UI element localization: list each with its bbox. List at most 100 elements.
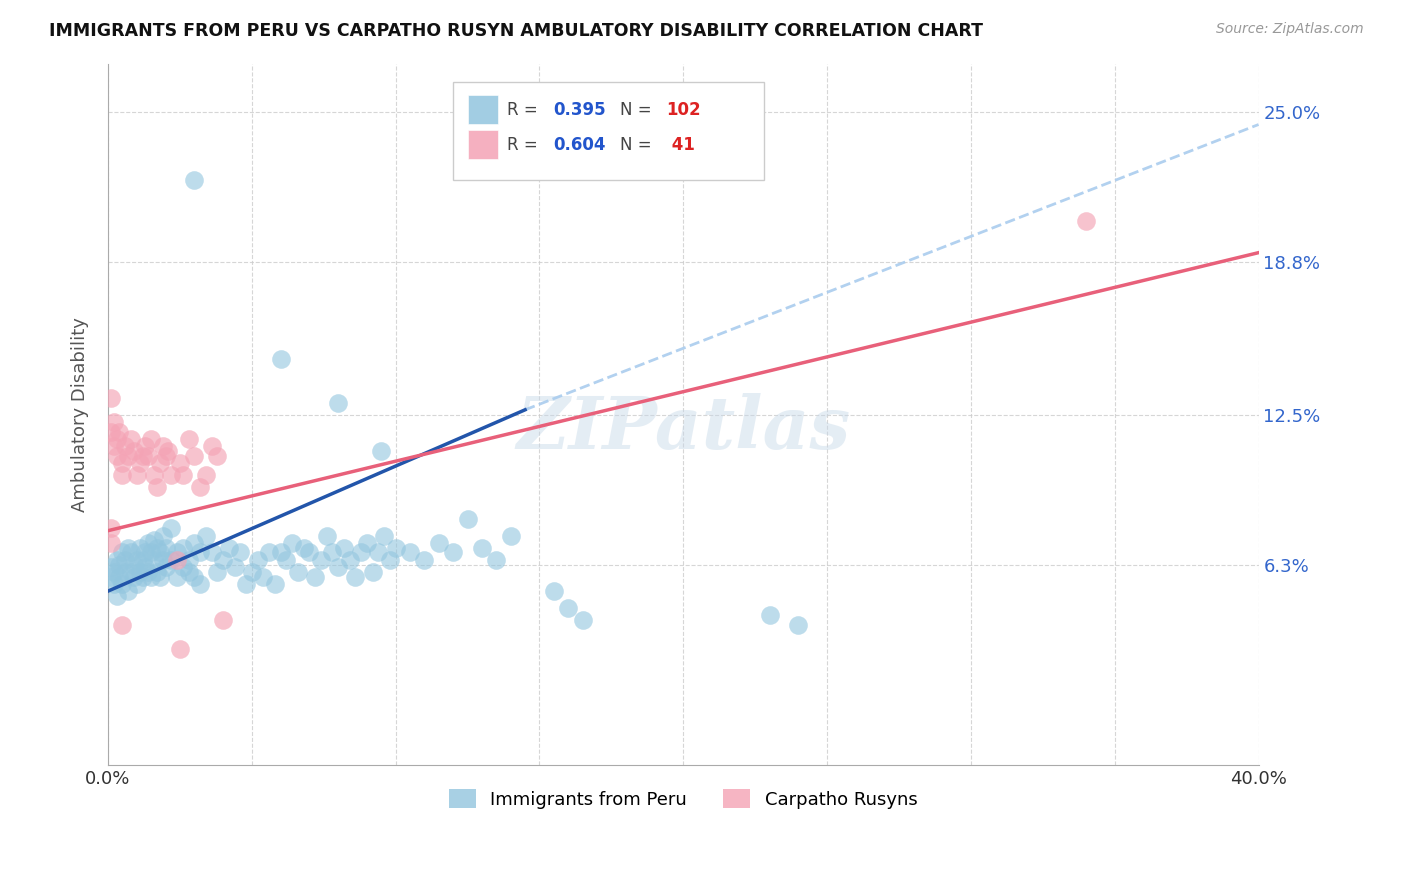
Point [177,565,200,579]
Text: Source: ZipAtlas.com: Source: ZipAtlas.com [1216,22,1364,37]
Text: R =: R = [508,102,543,120]
Point [194,468,217,483]
Point [114,565,136,579]
Text: 0.604: 0.604 [554,136,606,154]
Point [103,577,125,591]
Point [111,545,134,559]
Point [136,535,159,549]
Point [128,565,150,579]
Point [100,425,122,439]
Point [155,449,177,463]
Text: R =: R = [508,136,543,154]
Point [146,541,169,555]
Text: ZIPatlas: ZIPatlas [516,393,851,464]
Point [100,391,122,405]
Point [100,521,122,535]
Point [188,545,211,559]
Point [188,577,211,591]
Point [128,456,150,470]
Point [543,584,565,599]
Point [166,545,188,559]
Point [298,545,321,559]
Point [350,545,373,559]
Point [172,468,194,483]
Point [160,468,183,483]
Point [315,528,337,542]
Point [143,533,166,548]
Point [246,552,269,566]
Point [183,535,205,549]
FancyBboxPatch shape [468,130,498,160]
Point [166,569,188,583]
Point [188,480,211,494]
Point [105,589,128,603]
Point [103,439,125,453]
Point [399,545,422,559]
Point [103,565,125,579]
Point [200,545,222,559]
Point [321,545,343,559]
Point [143,552,166,566]
Point [252,569,274,583]
Point [270,545,292,559]
FancyBboxPatch shape [453,81,763,180]
Point [125,552,148,566]
Point [270,351,292,366]
Point [111,577,134,591]
Point [108,569,131,583]
Y-axis label: Ambulatory Disability: Ambulatory Disability [72,318,89,512]
Point [139,545,162,559]
Point [344,569,367,583]
Text: 41: 41 [666,136,695,154]
Point [370,443,392,458]
Text: N =: N = [620,136,657,154]
Point [485,552,508,566]
Point [122,558,145,572]
Point [758,608,780,623]
Point [240,565,263,579]
Point [143,468,166,483]
Text: 0.395: 0.395 [554,102,606,120]
Point [134,560,156,574]
Point [146,480,169,494]
Point [183,173,205,187]
Point [139,569,162,583]
Point [356,535,378,549]
Point [149,569,172,583]
Point [169,642,191,657]
Point [122,443,145,458]
Point [103,415,125,429]
Point [212,552,235,566]
Point [111,468,134,483]
Point [117,449,139,463]
Point [117,584,139,599]
Point [152,552,174,566]
Point [149,456,172,470]
Point [136,565,159,579]
Point [155,541,177,555]
Point [200,439,222,453]
Point [146,565,169,579]
Point [367,545,389,559]
Point [499,528,522,542]
Point [326,560,349,574]
Point [427,535,450,549]
Point [152,528,174,542]
FancyBboxPatch shape [468,95,498,124]
Point [114,552,136,566]
Point [108,425,131,439]
Point [111,618,134,632]
Point [263,577,285,591]
Point [120,432,142,446]
Point [122,569,145,583]
Point [361,565,384,579]
Point [172,541,194,555]
Point [571,613,593,627]
Point [326,395,349,409]
Point [105,432,128,446]
Point [152,439,174,453]
Point [177,552,200,566]
Point [105,449,128,463]
Point [441,545,464,559]
Point [257,545,280,559]
